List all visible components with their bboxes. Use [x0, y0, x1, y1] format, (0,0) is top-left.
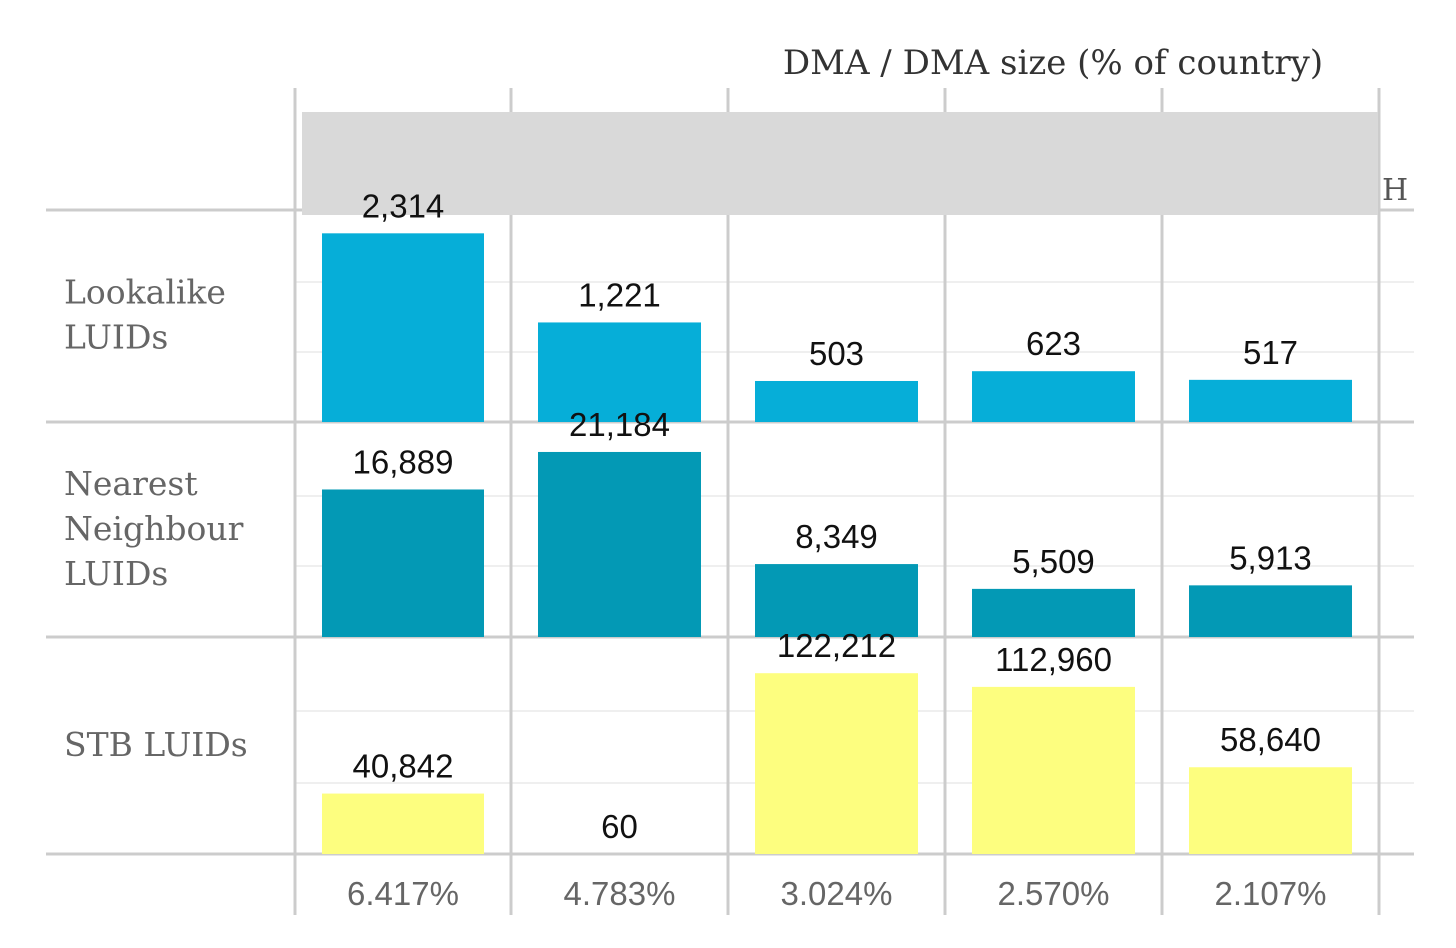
tick-label: 2.570% [998, 875, 1110, 912]
row-label-line: Lookalike [64, 273, 226, 312]
bar [1189, 585, 1352, 637]
data-label: 112,960 [995, 641, 1112, 678]
data-label: 40,842 [353, 748, 454, 785]
data-label: 58,640 [1220, 721, 1321, 758]
data-label: 8,349 [795, 518, 878, 555]
bars [322, 233, 1352, 854]
column-labels: 6.417% 4.783% 3.024% 2.570% 2.107% [347, 875, 1326, 912]
row-label-line: Neighbour [64, 509, 244, 548]
bar [1189, 767, 1352, 854]
dma-header-band [302, 112, 1378, 215]
data-label: 5,509 [1012, 543, 1095, 580]
data-label: 517 [1243, 334, 1298, 371]
bar [1189, 379, 1352, 422]
bar [755, 380, 918, 422]
row-label-line: Nearest [64, 464, 198, 503]
bar [322, 233, 484, 422]
bar [538, 322, 701, 422]
data-label: 122,212 [777, 627, 896, 664]
bar [322, 793, 484, 854]
chart-header-title: DMA / DMA size (% of country) [783, 43, 1323, 83]
tick-label: 2.107% [1215, 875, 1327, 912]
tick-label: 3.024% [781, 875, 893, 912]
data-label: 623 [1026, 325, 1081, 362]
data-label: 503 [809, 335, 864, 372]
row-label-line: LUIDs [64, 318, 168, 357]
tick-label: 6.417% [347, 875, 459, 912]
row-label-line: LUIDs [64, 554, 168, 593]
bar [322, 489, 484, 637]
data-label: 16,889 [353, 443, 454, 480]
value-labels: 2,314 1,221 503 623 517 16,889 21,184 8,349 5,50… [353, 187, 1321, 845]
data-label: 1,221 [578, 276, 661, 313]
data-label: 2,314 [362, 187, 445, 224]
data-label: 21,184 [569, 406, 670, 443]
bar [972, 371, 1135, 422]
bar [972, 686, 1135, 854]
bar [755, 673, 918, 854]
data-label: 5,913 [1229, 539, 1312, 576]
bar [972, 588, 1135, 637]
row-label-line: STB LUIDs [64, 725, 248, 764]
data-label: 60 [601, 808, 638, 845]
dma-header-clipped-text: H [1382, 173, 1408, 208]
bar [755, 564, 918, 637]
tick-label: 4.783% [564, 875, 676, 912]
row-labels: Lookalike LUIDs Nearest Neighbour LUIDs STB L… [64, 273, 248, 765]
bar [538, 451, 701, 637]
